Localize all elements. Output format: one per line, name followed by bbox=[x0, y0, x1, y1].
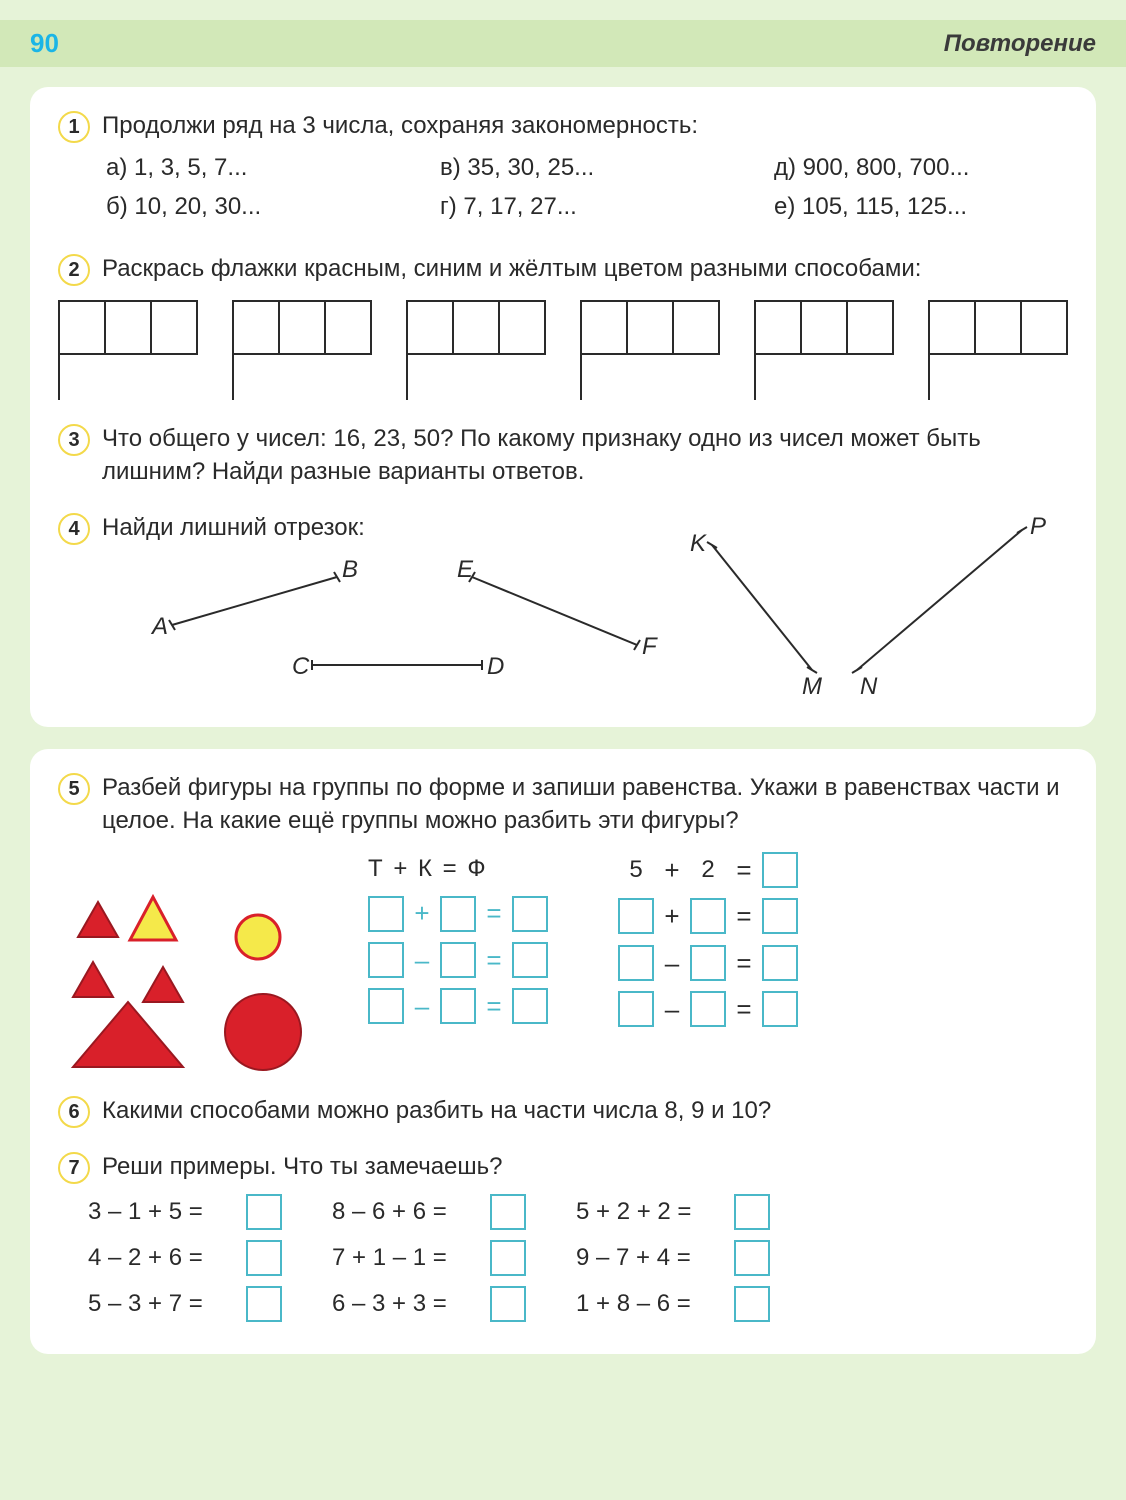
task-5-text: Разбей фигуры на группы по форме и запиш… bbox=[102, 771, 1068, 838]
task-2-text: Раскрась флажки красным, синим и жёлтым … bbox=[102, 252, 1068, 286]
flag-4 bbox=[580, 300, 720, 400]
equations-left: Т + К = Ф += –= –= bbox=[368, 852, 548, 1025]
examples-grid: 3 – 1 + 5 = 4 – 2 + 6 = 5 – 3 + 7 = 8 – … bbox=[58, 1194, 1068, 1332]
shapes-diagram bbox=[58, 852, 338, 1072]
task-number-2: 2 bbox=[58, 254, 90, 286]
card-top: 1 Продолжи ряд на 3 числа, сохраняя зако… bbox=[30, 87, 1096, 727]
segments-diagram: A B C D E F K M N P bbox=[102, 515, 1068, 705]
task-1-col-c: д) 900, 800, 700... е) 105, 115, 125... bbox=[774, 151, 1068, 230]
task-7: 7 Реши примеры. Что ты замечаешь? 3 – 1 … bbox=[58, 1150, 1068, 1332]
task-1-col-a: а) 1, 3, 5, 7... б) 10, 20, 30... bbox=[106, 151, 400, 230]
task-4: 4 Найди лишний отрезок: bbox=[58, 511, 1068, 705]
task-6: 6 Какими способами можно разбить на част… bbox=[58, 1094, 1068, 1128]
task-1-text: Продолжи ряд на 3 числа, сохраняя законо… bbox=[102, 109, 1068, 143]
flag-5 bbox=[754, 300, 894, 400]
task-number-7: 7 bbox=[58, 1152, 90, 1184]
page-header: 90 Повторение bbox=[0, 20, 1126, 67]
task-1: 1 Продолжи ряд на 3 числа, сохраняя зако… bbox=[58, 109, 1068, 230]
section-title: Повторение bbox=[944, 30, 1096, 58]
flag-3 bbox=[406, 300, 546, 400]
task-number-1: 1 bbox=[58, 111, 90, 143]
task-number-3: 3 bbox=[58, 424, 90, 456]
task-number-5: 5 bbox=[58, 773, 90, 805]
task-3: 3 Что общего у чисел: 16, 23, 50? По как… bbox=[58, 422, 1068, 489]
page-number: 90 bbox=[30, 28, 59, 59]
flag-6 bbox=[928, 300, 1068, 400]
flags-row bbox=[58, 300, 1068, 400]
task-2: 2 Раскрась флажки красным, синим и жёлты… bbox=[58, 252, 1068, 400]
task-6-text: Какими способами можно разбить на части … bbox=[102, 1094, 1068, 1128]
task-1-col-b: в) 35, 30, 25... г) 7, 17, 27... bbox=[440, 151, 734, 230]
task-3-text: Что общего у чисел: 16, 23, 50? По каком… bbox=[102, 422, 1068, 489]
equations-right: 5 + 2 = += –= –= bbox=[618, 852, 798, 1028]
card-bottom: 5 Разбей фигуры на группы по форме и зап… bbox=[30, 749, 1096, 1354]
task-5: 5 Разбей фигуры на группы по форме и зап… bbox=[58, 771, 1068, 1072]
task-number-4: 4 bbox=[58, 513, 90, 545]
task-7-text: Реши примеры. Что ты замечаешь? bbox=[102, 1150, 1068, 1184]
flag-2 bbox=[232, 300, 372, 400]
flag-1 bbox=[58, 300, 198, 400]
task-number-6: 6 bbox=[58, 1096, 90, 1128]
